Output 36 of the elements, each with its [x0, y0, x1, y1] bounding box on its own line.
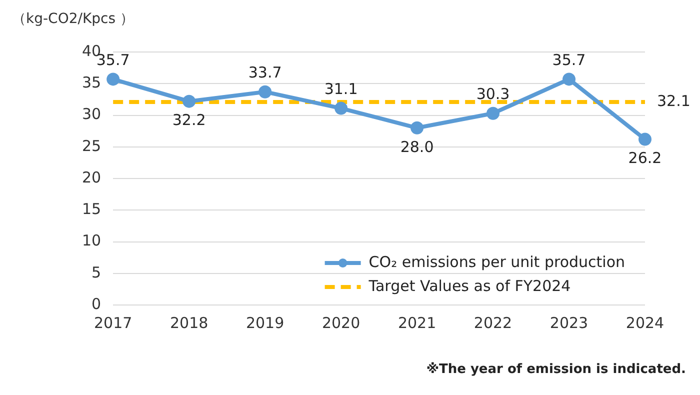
data-label: 26.2 [628, 149, 662, 168]
text: ※The year of emission is indicated. [426, 362, 686, 377]
data-label: 32.1 [657, 92, 690, 110]
x-tick-label: 2019 [246, 314, 284, 332]
y-tick-label: 30 [82, 105, 102, 124]
y-tick-label: 5 [92, 263, 102, 282]
y-tick-label: 0 [92, 294, 102, 313]
x-tick-label: 2023 [550, 314, 588, 332]
x-tick-label: 2021 [398, 314, 436, 332]
legend-label: Target Values as of FY2024 [368, 276, 571, 295]
x-tick-label: 2024 [626, 314, 664, 332]
y-tick-label: 35 [82, 74, 102, 92]
point [638, 132, 652, 146]
x-tick-label: 2020 [322, 314, 360, 332]
point [106, 72, 120, 86]
point [182, 94, 196, 108]
point [410, 121, 424, 134]
point [486, 106, 500, 120]
data-label: 30.3 [476, 85, 510, 104]
data-label: 35.7 [552, 51, 586, 70]
data-label: 32.2 [172, 111, 206, 130]
point [258, 85, 272, 98]
x-tick-label: 2017 [94, 314, 132, 332]
data-label: 33.7 [248, 64, 282, 82]
y-tick-label: 25 [82, 136, 102, 155]
point [562, 72, 576, 86]
y-tick-label: 10 [82, 232, 102, 250]
x-tick-label: 2022 [474, 314, 512, 332]
y-axis-title: （kg-CO2/Kpcs ） [12, 10, 134, 28]
y-tick-label: 20 [82, 168, 102, 186]
point [334, 102, 348, 115]
y-tick-label: 15 [82, 200, 102, 218]
data-label: 28.0 [400, 138, 434, 156]
legend-label: CO₂ emissions per unit production [368, 252, 626, 271]
x-tick-label: 2018 [170, 314, 208, 332]
data-label: 31.1 [324, 80, 358, 98]
